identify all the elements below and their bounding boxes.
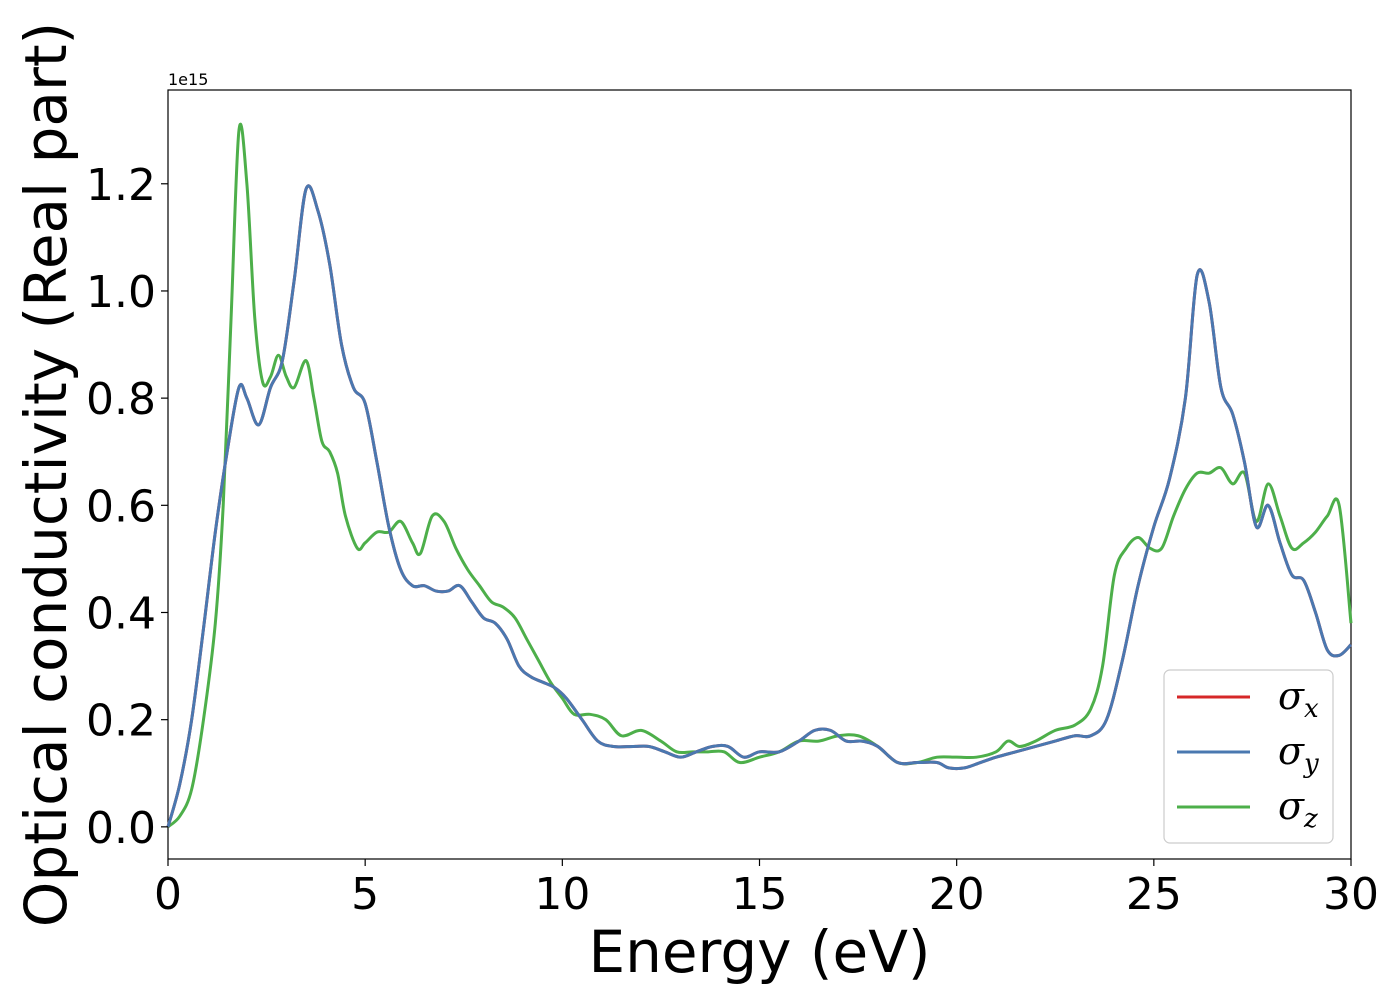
plot-area (166, 89, 1353, 860)
legend-label-y: σy (1278, 729, 1319, 779)
y-offset-label: 1e15 (168, 70, 208, 89)
y-tick-label: 0.0 (86, 803, 156, 854)
legend-box (1163, 669, 1334, 844)
y-axis-title: Optical conductivity (Real part) (12, 22, 80, 927)
x-tick-label: 15 (732, 869, 788, 920)
x-tick-label: 20 (929, 869, 985, 920)
x-axis: 0 5 10 15 20 25 30 (154, 859, 1379, 920)
y-axis: 0.0 0.2 0.4 0.6 0.8 1.0 1.2 (86, 160, 168, 854)
y-tick-label: 0.8 (86, 374, 156, 425)
x-tick-label: 25 (1126, 869, 1182, 920)
series-line-z (166, 122, 1353, 829)
x-axis-title: Energy (eV) (588, 918, 930, 986)
x-tick-label: 30 (1323, 869, 1379, 920)
y-tick-label: 0.2 (86, 696, 156, 747)
x-tick-label: 5 (351, 869, 379, 920)
plot-frame (167, 89, 1352, 860)
y-tick-label: 1.2 (86, 160, 156, 211)
legend-label-x: σx (1278, 674, 1319, 724)
series-layer (166, 122, 1353, 829)
y-tick-label: 0.6 (86, 481, 156, 532)
y-tick-label: 0.4 (86, 588, 156, 639)
y-tick-label: 1.0 (86, 267, 156, 318)
legend-label-z: σz (1278, 784, 1318, 834)
series-line-y (166, 184, 1353, 828)
x-tick-label: 0 (154, 869, 182, 920)
x-tick-label: 10 (534, 869, 590, 920)
